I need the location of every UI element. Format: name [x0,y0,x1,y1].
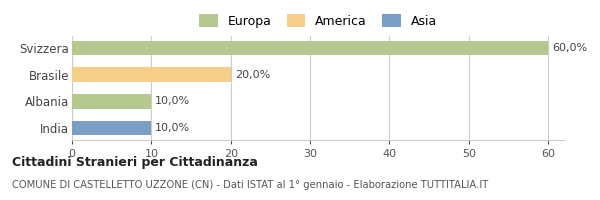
Text: 10,0%: 10,0% [155,123,190,133]
Bar [72,67,231,82]
Bar [72,94,151,109]
Legend: Europa, America, Asia: Europa, America, Asia [199,14,437,28]
Text: Cittadini Stranieri per Cittadinanza: Cittadini Stranieri per Cittadinanza [12,156,258,169]
Text: 10,0%: 10,0% [155,96,190,106]
Bar [72,121,151,135]
Bar [72,41,548,55]
Text: 60,0%: 60,0% [552,43,587,53]
Text: 20,0%: 20,0% [235,70,270,80]
Text: COMUNE DI CASTELLETTO UZZONE (CN) - Dati ISTAT al 1° gennaio - Elaborazione TUTT: COMUNE DI CASTELLETTO UZZONE (CN) - Dati… [12,180,488,190]
